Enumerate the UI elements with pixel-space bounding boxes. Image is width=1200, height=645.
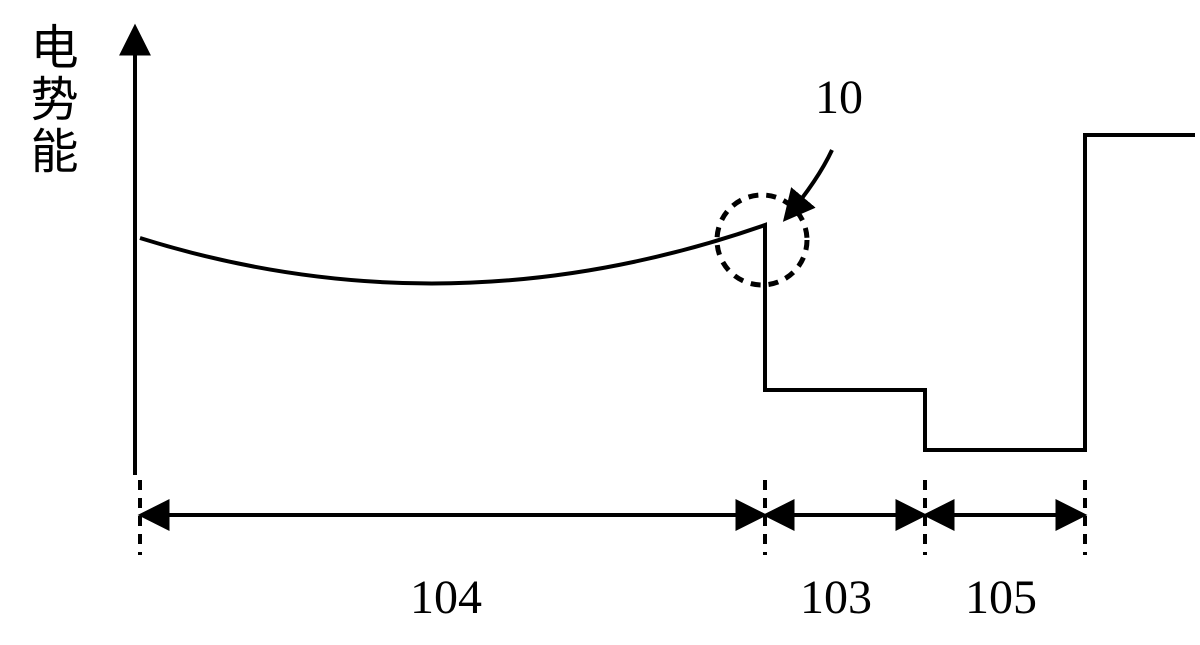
region-label-104: 104 <box>410 570 482 625</box>
region-label-105: 105 <box>965 570 1037 625</box>
y-axis-label: 电势能 <box>20 22 78 178</box>
callout-label-10: 10 <box>815 70 863 125</box>
diagram-canvas: 电势能 10 104 103 105 <box>0 0 1200 640</box>
potential-curve <box>140 135 1195 450</box>
diagram-svg <box>0 0 1200 640</box>
region-label-103: 103 <box>800 570 872 625</box>
callout-arrow <box>787 150 832 217</box>
